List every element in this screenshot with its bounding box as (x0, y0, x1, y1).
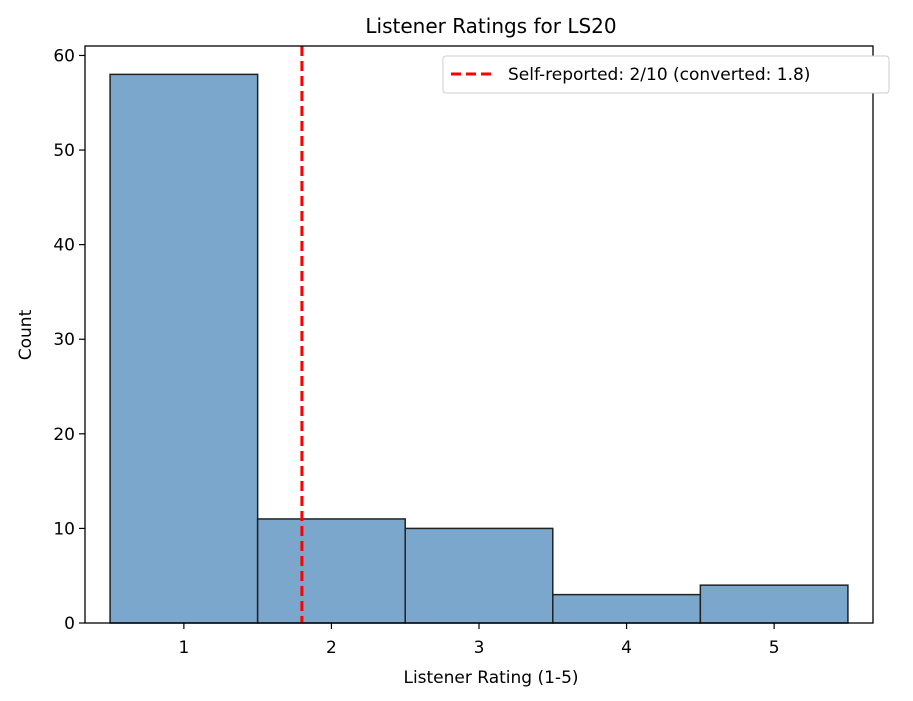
x-tick-label: 1 (178, 638, 189, 658)
histogram-bar-1 (109, 73, 259, 624)
histogram-bar-4 (552, 593, 702, 624)
histogram-bar-3 (404, 527, 554, 624)
histogram-bar-2 (256, 518, 406, 624)
y-tick-label: 10 (53, 519, 75, 539)
x-axis-label: Listener Rating (1-5) (403, 668, 578, 688)
legend-entry: Self-reported: 2/10 (converted: 1.8) (508, 65, 810, 85)
y-tick-label: 0 (64, 614, 75, 634)
x-axis: 1 2 3 4 5 (178, 623, 780, 658)
chart-title: Listener Ratings for LS20 (365, 14, 616, 38)
legend: Self-reported: 2/10 (converted: 1.8) (442, 55, 890, 94)
y-tick-label: 30 (53, 330, 75, 350)
y-tick-label: 60 (53, 46, 75, 66)
y-axis: 0 10 20 30 40 50 60 (53, 46, 85, 634)
y-tick-label: 50 (53, 141, 75, 161)
x-tick-label: 2 (326, 638, 337, 658)
y-tick-label: 20 (53, 425, 75, 445)
bar-group (109, 73, 849, 624)
y-axis-label: Count (16, 309, 36, 360)
legend-box (442, 55, 890, 94)
x-tick-label: 4 (621, 638, 632, 658)
x-tick-label: 3 (474, 638, 485, 658)
x-tick-label: 5 (769, 638, 780, 658)
y-tick-label: 40 (53, 236, 75, 256)
histogram-bar-5 (699, 584, 849, 624)
